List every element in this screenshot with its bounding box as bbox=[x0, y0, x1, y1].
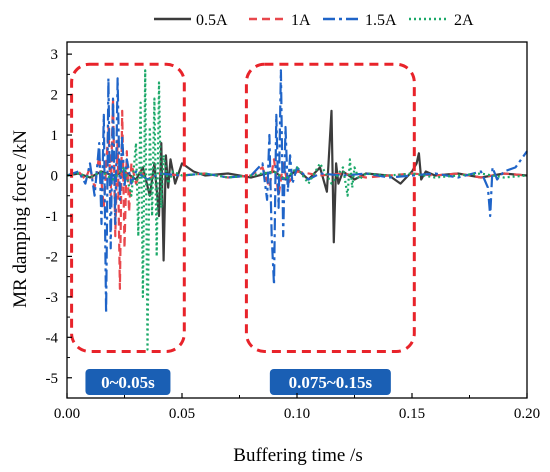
legend-background bbox=[150, 6, 488, 34]
annotation-label-1: 0~0.05s bbox=[101, 373, 155, 392]
y-tick-label-4: -1 bbox=[46, 209, 59, 225]
annotation-group: 0~0.05s 0.075~0.15s bbox=[70, 62, 416, 395]
legend-label-3: 1.5A bbox=[365, 12, 397, 29]
series-line-0_5A bbox=[66, 109, 528, 262]
legend-label-2: 1A bbox=[291, 12, 311, 29]
y-axis-title: MR damping force /kN bbox=[10, 130, 31, 308]
legend-label-1: 0.5A bbox=[196, 12, 228, 29]
y-tick-label-0: -5 bbox=[46, 371, 59, 387]
x-axis-title: Buffering time /s bbox=[233, 445, 362, 466]
axes: 0.00 0.05 0.10 0.15 0.20 -5 -4 -3 -2 -1 0 1 2 3 bbox=[46, 41, 540, 422]
y-tick-label-3: -2 bbox=[46, 249, 59, 265]
x-tick-label-1: 0.05 bbox=[169, 406, 195, 422]
series-group bbox=[66, 69, 528, 351]
annotation-badge-1 bbox=[85, 369, 171, 395]
y-tick-label-2: -3 bbox=[46, 290, 59, 306]
annotation-box-2 bbox=[244, 62, 416, 353]
x-tick-label-0: 0.00 bbox=[54, 406, 80, 422]
x-tick-label-4: 0.20 bbox=[514, 406, 540, 422]
y-tick-label-8: 3 bbox=[51, 47, 59, 63]
y-tick-label-5: 0 bbox=[51, 169, 59, 185]
legend: 0.5A 1A 1.5A 2A bbox=[150, 6, 488, 34]
y-tick-label-1: -4 bbox=[46, 330, 59, 346]
series-line-1_5A bbox=[66, 69, 528, 315]
plot-area bbox=[67, 42, 527, 398]
series-line-2A bbox=[66, 69, 528, 351]
y-tick-label-6: 1 bbox=[51, 128, 59, 144]
annotation-box-1 bbox=[70, 62, 186, 353]
x-tick-label-2: 0.10 bbox=[284, 406, 310, 422]
annotation-label-2: 0.075~0.15s bbox=[289, 373, 373, 392]
y-tick-label-7: 2 bbox=[51, 88, 59, 104]
x-tick-label-3: 0.15 bbox=[399, 406, 425, 422]
annotation-badge-2 bbox=[269, 369, 391, 395]
legend-label-4: 2A bbox=[454, 12, 474, 29]
plot-background bbox=[67, 42, 527, 398]
